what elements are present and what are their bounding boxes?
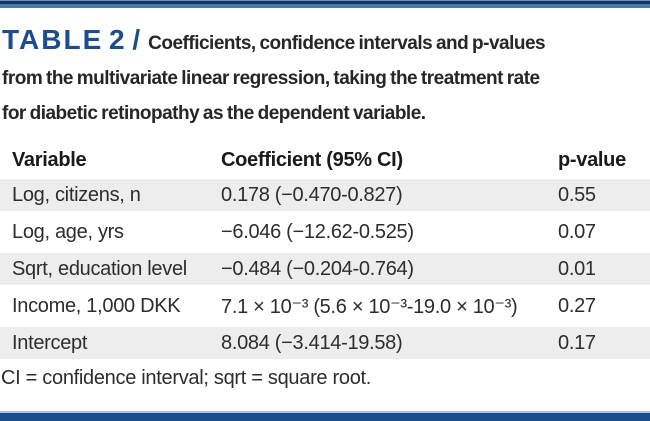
column-header-variable: Variable — [12, 148, 87, 171]
table-header-row: Variable Coefficient (95% CI) p-value — [0, 143, 650, 177]
cell-variable: Income, 1,000 DKK — [12, 295, 181, 317]
cell-coefficient: −6.046 (−12.62-0.525) — [221, 221, 414, 243]
table-title-line-2: from the multivariate linear regression,… — [2, 68, 540, 89]
cell-pvalue: 0.55 — [558, 183, 596, 206]
bottom-rule — [0, 411, 650, 421]
cell-variable: Log, age, yrs — [12, 221, 124, 243]
cell-coefficient: 7.1 × 10⁻³ (5.6 × 10⁻³-19.0 × 10⁻³) — [221, 296, 518, 318]
table-footnote: CI = confidence interval; sqrt = square … — [1, 367, 372, 389]
regression-table: Variable Coefficient (95% CI) p-value Lo… — [0, 143, 650, 362]
table-number-label: TABLE 2 / — [2, 24, 143, 55]
table-row: Log, age, yrs −6.046 (−12.62-0.525) 0.07 — [0, 214, 650, 251]
table-row: Income, 1,000 DKK 7.1 × 10⁻³ (5.6 × 10⁻³… — [0, 288, 650, 325]
table-title: TABLE 2 /Coefficients, confidence interv… — [0, 22, 650, 131]
top-rule-navy-stripe — [0, 1, 650, 4]
top-rule-steel-stripe — [0, 4, 650, 8]
table-row: Sqrt, education level −0.484 (−0.204-0.7… — [0, 251, 650, 288]
column-header-pvalue: p-value — [558, 148, 626, 171]
top-rule-light-stripe — [0, 0, 650, 1]
bottom-rule-blue-stripe — [0, 413, 650, 421]
cell-pvalue: 0.01 — [558, 257, 596, 280]
cell-coefficient: 0.178 (−0.470-0.827) — [221, 183, 403, 206]
table-row: Intercept 8.084 (−3.414-19.58) 0.17 — [0, 325, 650, 362]
top-rule — [0, 0, 650, 8]
cell-pvalue: 0.07 — [558, 221, 596, 243]
cell-coefficient: 8.084 (−3.414-19.58) — [221, 331, 403, 354]
column-header-coefficient: Coefficient (95% CI) — [221, 148, 403, 171]
table-title-line-3: for diabetic retinopathy as the dependen… — [2, 103, 426, 124]
table-title-line-1: TABLE 2 /Coefficients, confidence interv… — [2, 22, 650, 61]
cell-variable: Sqrt, education level — [12, 257, 187, 280]
cell-pvalue: 0.17 — [558, 331, 596, 354]
cell-coefficient: −0.484 (−0.204-0.764) — [221, 257, 414, 280]
bottom-rule-light-stripe — [0, 411, 650, 413]
table-row: Log, citizens, n 0.178 (−0.470-0.827) 0.… — [0, 177, 650, 214]
cell-variable: Intercept — [12, 331, 88, 354]
cell-variable: Log, citizens, n — [12, 183, 141, 206]
table-title-text-1: Coefficients, confidence intervals and p… — [148, 33, 546, 54]
cell-pvalue: 0.27 — [558, 295, 596, 317]
